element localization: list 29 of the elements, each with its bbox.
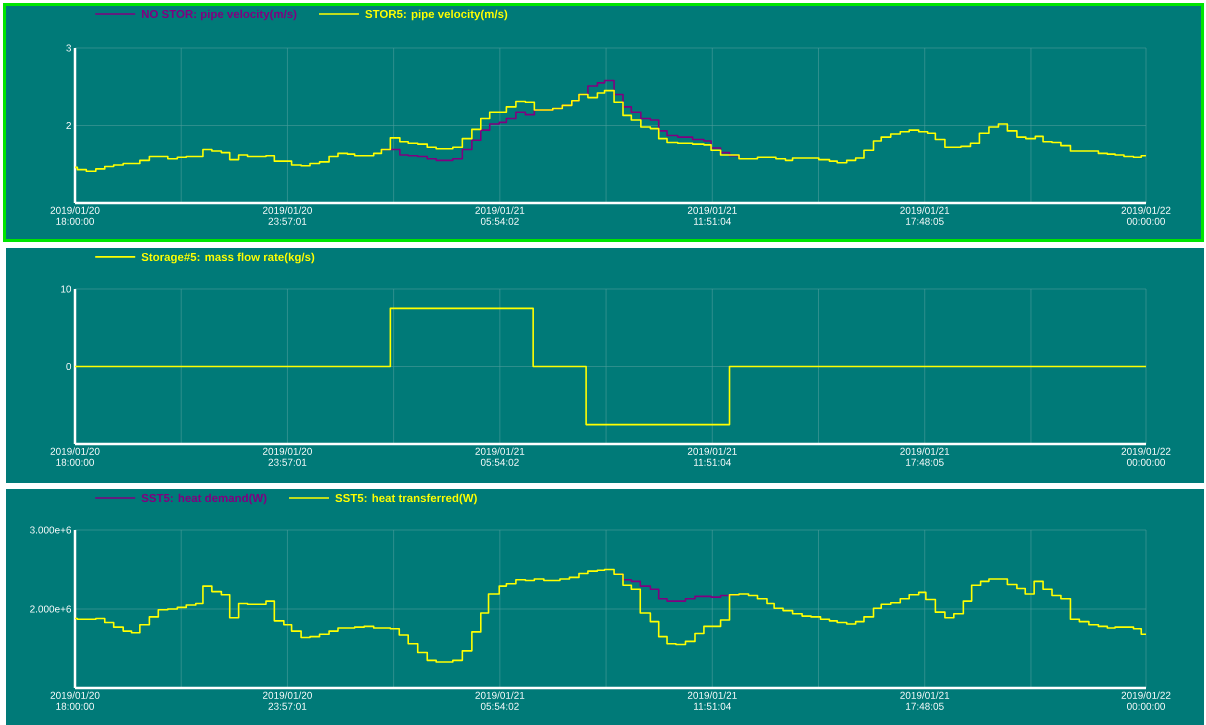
legend-label: STOR5: pipe velocity(m/s) bbox=[365, 9, 508, 21]
x-tick-label: 2019/01/20 23:57:01 bbox=[263, 206, 312, 225]
x-tick-label: 2019/01/22 00:00:00 bbox=[1121, 206, 1171, 225]
x-tick-label: 2019/01/21 17:48:05 bbox=[900, 447, 950, 466]
x-tick-label: 2019/01/21 17:48:05 bbox=[900, 206, 950, 225]
x-tick-label: 2019/01/20 18:00:00 bbox=[50, 691, 100, 710]
x-tick-label: 2019/01/20 23:57:01 bbox=[263, 447, 312, 466]
x-tick-label: 2019/01/20 23:57:01 bbox=[263, 691, 312, 710]
x-tick-label: 2019/01/20 18:00:00 bbox=[50, 447, 100, 466]
legend-label: SST5: heat transferred(W) bbox=[335, 493, 477, 505]
x-tick-label: 2019/01/21 11:51:04 bbox=[687, 691, 737, 710]
legend-label: NO STOR: pipe velocity(m/s) bbox=[141, 9, 297, 21]
x-tick-label: 2019/01/21 11:51:04 bbox=[687, 206, 737, 225]
x-tick-label: 2019/01/22 00:00:00 bbox=[1121, 447, 1171, 466]
x-tick-label: 2019/01/21 05:54:02 bbox=[475, 206, 525, 225]
x-tick-label: 2019/01/21 17:48:05 bbox=[900, 691, 950, 710]
x-tick-label: 2019/01/21 05:54:02 bbox=[475, 447, 525, 466]
y-tick-label: 2.000e+6 bbox=[30, 605, 72, 613]
y-tick-label: 2 bbox=[66, 122, 71, 129]
legend-label: SST5: heat demand(W) bbox=[141, 493, 267, 505]
y-tick-label: 3.000e+6 bbox=[30, 526, 72, 534]
legend-label: Storage#5: mass flow rate(kg/s) bbox=[141, 252, 315, 264]
x-tick-label: 2019/01/20 18:00:00 bbox=[50, 206, 100, 225]
x-tick-label: 2019/01/21 11:51:04 bbox=[687, 447, 737, 466]
y-tick-label: 3 bbox=[66, 44, 72, 52]
x-tick-label: 2019/01/21 05:54:02 bbox=[475, 691, 525, 710]
y-tick-label: 10 bbox=[61, 285, 72, 293]
x-tick-label: 2019/01/22 00:00:00 bbox=[1121, 691, 1171, 710]
y-tick-label: 0 bbox=[66, 362, 72, 371]
